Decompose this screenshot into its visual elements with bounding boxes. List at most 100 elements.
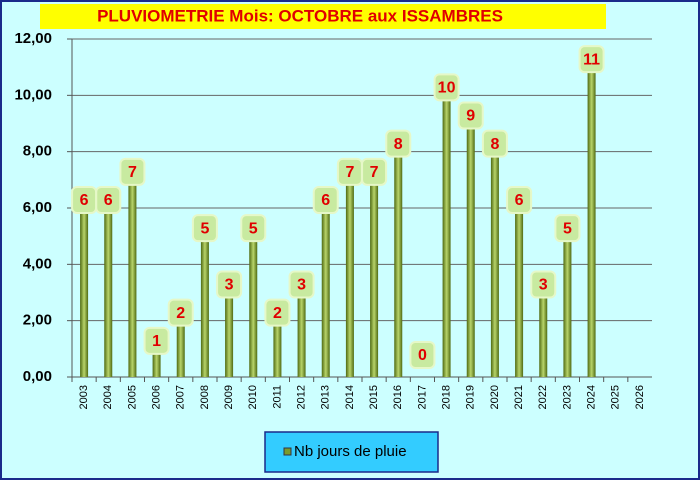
data-label-box bbox=[216, 270, 243, 299]
bar bbox=[297, 292, 306, 377]
bar bbox=[515, 208, 524, 377]
bar bbox=[104, 208, 113, 377]
data-label-box bbox=[457, 101, 484, 130]
x-tick-label: 2015 bbox=[368, 385, 380, 409]
y-tick-label: 6,00 bbox=[23, 199, 52, 216]
data-label: 8 bbox=[490, 136, 499, 153]
legend-swatch bbox=[283, 447, 292, 456]
x-tick-label: 2006 bbox=[150, 385, 162, 409]
chart-title: PLUVIOMETRIE Mois: OCTOBRE aux ISSAMBRES bbox=[97, 6, 503, 25]
data-label-box bbox=[240, 214, 267, 243]
x-tick-label: 2004 bbox=[102, 385, 114, 409]
bar bbox=[249, 236, 258, 377]
bar bbox=[466, 123, 475, 377]
bar bbox=[273, 320, 282, 377]
y-tick-label: 4,00 bbox=[23, 255, 52, 272]
data-label: 11 bbox=[583, 51, 600, 68]
x-tick-label: 2022 bbox=[537, 385, 549, 409]
bar bbox=[442, 95, 451, 377]
x-tick-label: 2008 bbox=[199, 385, 211, 409]
data-label: 5 bbox=[249, 220, 258, 237]
x-tick-label: 2003 bbox=[78, 385, 90, 409]
data-label: 5 bbox=[200, 220, 209, 237]
y-tick-label: 0,00 bbox=[23, 368, 52, 385]
x-tick-label: 2013 bbox=[320, 385, 332, 409]
data-label: 7 bbox=[370, 164, 379, 181]
y-tick-label: 10,00 bbox=[14, 86, 52, 103]
data-label-box bbox=[167, 298, 194, 327]
x-tick-label: 2021 bbox=[513, 385, 525, 409]
data-label: 6 bbox=[104, 192, 113, 209]
bar bbox=[225, 292, 234, 377]
x-tick-label: 2005 bbox=[126, 385, 138, 409]
bar bbox=[587, 67, 596, 378]
bar bbox=[394, 151, 403, 377]
data-label: 1 bbox=[152, 333, 161, 350]
bar bbox=[80, 208, 89, 377]
data-label: 3 bbox=[225, 277, 234, 294]
data-label: 8 bbox=[394, 136, 403, 153]
bar bbox=[563, 236, 572, 377]
data-label: 5 bbox=[563, 220, 572, 237]
data-label-box bbox=[312, 186, 339, 214]
data-label: 7 bbox=[345, 164, 354, 181]
data-label-box bbox=[506, 186, 533, 214]
data-label: 7 bbox=[128, 164, 137, 181]
x-tick-label: 2019 bbox=[465, 385, 477, 409]
bar bbox=[490, 151, 499, 377]
data-label-box bbox=[143, 326, 170, 355]
data-label-box bbox=[288, 270, 315, 299]
data-label-box bbox=[578, 45, 605, 74]
x-tick-label: 2023 bbox=[561, 385, 573, 409]
data-label: 2 bbox=[176, 305, 185, 322]
bar bbox=[539, 292, 548, 377]
x-tick-label: 2011 bbox=[271, 385, 283, 409]
data-label: 6 bbox=[321, 192, 330, 209]
data-label: 3 bbox=[539, 277, 548, 294]
bar bbox=[152, 348, 161, 377]
data-label-box bbox=[433, 73, 460, 102]
x-tick-label: 2025 bbox=[610, 385, 622, 409]
data-label: 6 bbox=[80, 192, 89, 209]
y-tick-label: 2,00 bbox=[23, 312, 52, 329]
x-tick-label: 2016 bbox=[392, 385, 404, 409]
bar bbox=[345, 179, 354, 377]
data-label-box bbox=[481, 129, 508, 158]
data-label-box bbox=[554, 214, 581, 243]
data-label-box bbox=[385, 129, 412, 158]
data-label: 6 bbox=[515, 192, 524, 209]
x-tick-label: 2007 bbox=[175, 385, 187, 409]
x-tick-label: 2010 bbox=[247, 385, 259, 409]
x-tick-label: 2017 bbox=[416, 385, 428, 409]
y-tick-label: 8,00 bbox=[23, 143, 52, 160]
bar bbox=[370, 179, 379, 377]
legend-label: Nb jours de pluie bbox=[294, 443, 407, 460]
data-label-box bbox=[361, 157, 388, 186]
data-label-box bbox=[119, 157, 146, 186]
data-label: 9 bbox=[466, 108, 475, 125]
title-box bbox=[40, 4, 606, 29]
x-tick-label: 2026 bbox=[634, 385, 646, 409]
data-label-box bbox=[264, 298, 291, 327]
data-label-box bbox=[409, 341, 436, 369]
bar bbox=[176, 320, 185, 377]
y-tick-label: 12,00 bbox=[14, 30, 52, 47]
legend-box bbox=[264, 431, 439, 473]
bar bbox=[321, 208, 330, 377]
x-tick-label: 2012 bbox=[295, 385, 307, 409]
bar bbox=[200, 236, 209, 377]
data-label: 3 bbox=[297, 277, 306, 294]
x-tick-label: 2024 bbox=[585, 385, 597, 409]
data-label: 2 bbox=[273, 305, 282, 322]
data-label: 10 bbox=[438, 80, 456, 97]
data-label-box bbox=[530, 270, 557, 299]
x-tick-label: 2009 bbox=[223, 385, 235, 409]
x-tick-label: 2018 bbox=[440, 385, 452, 409]
x-tick-label: 2014 bbox=[344, 385, 356, 409]
bar bbox=[128, 179, 137, 377]
data-label-box bbox=[191, 214, 218, 243]
data-label: 0 bbox=[418, 347, 427, 364]
x-tick-label: 2020 bbox=[489, 385, 501, 409]
data-label-box bbox=[95, 186, 122, 214]
